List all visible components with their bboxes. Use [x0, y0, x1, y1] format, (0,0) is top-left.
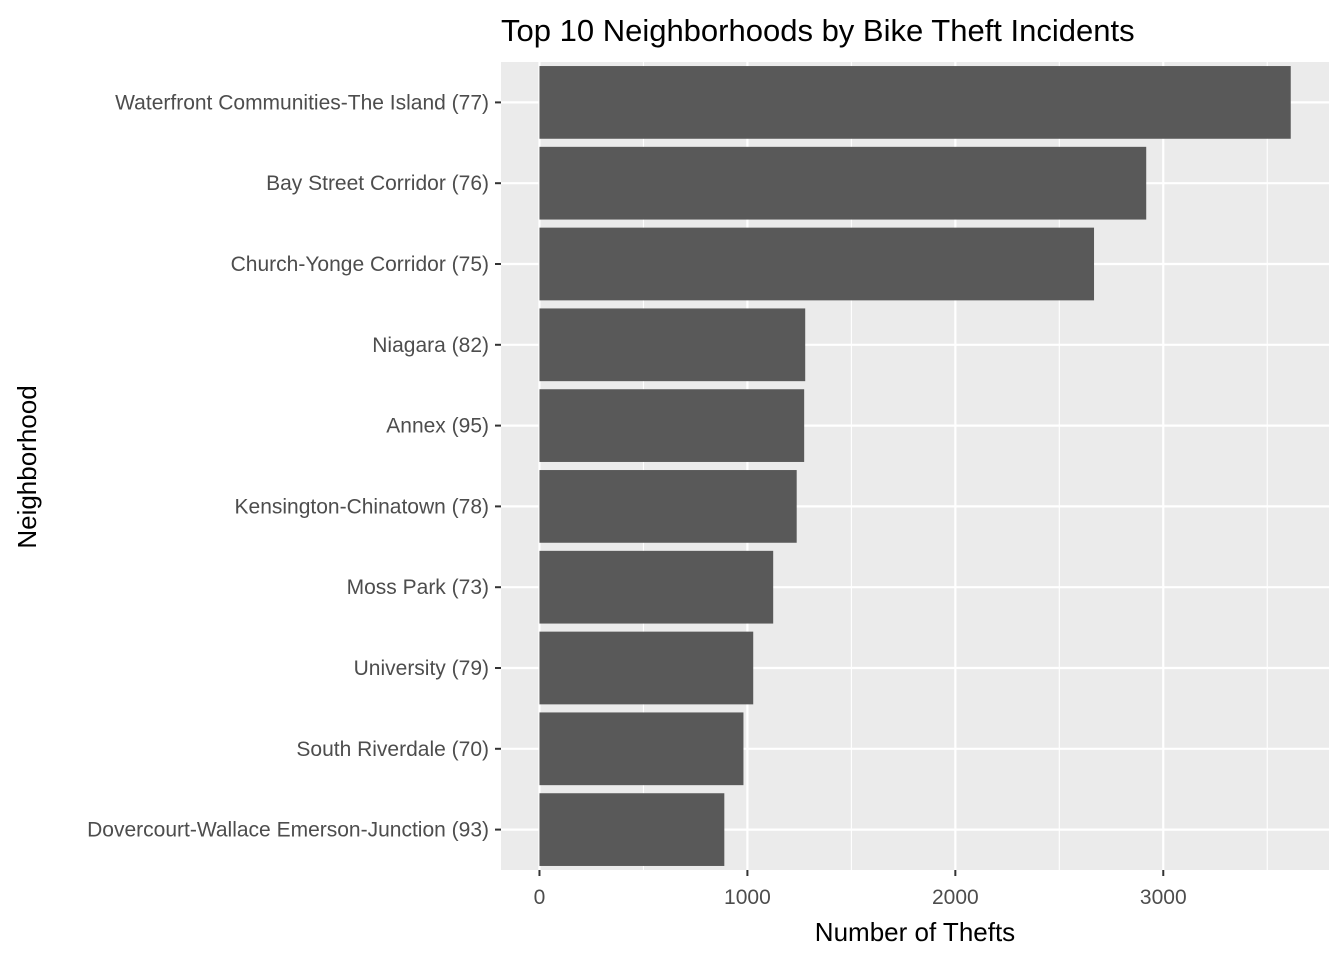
axes: Waterfront Communities-The Island (77) Ba… [87, 91, 1187, 909]
bar [539, 227, 1095, 301]
bar [539, 631, 754, 705]
y-axis-title: Neighborhood [12, 385, 42, 548]
x-tick-label: 2000 [932, 886, 979, 909]
y-tick-label: Niagara (82) [372, 334, 489, 357]
bar [539, 66, 1291, 139]
y-tick-label: South Riverdale (70) [296, 738, 489, 761]
bar [539, 146, 1147, 220]
x-tick-label: 1000 [724, 886, 771, 909]
y-tick-label: Waterfront Communities-The Island (77) [115, 91, 489, 114]
y-tick-label: University (79) [354, 657, 489, 680]
chart-title: Top 10 Neighborhoods by Bike Theft Incid… [501, 13, 1135, 48]
x-axis-title: Number of Thefts [815, 917, 1015, 947]
bar [539, 712, 744, 786]
bar [539, 308, 806, 382]
bars [539, 66, 1291, 866]
bar [539, 470, 797, 543]
bar [539, 793, 725, 866]
bar [539, 389, 805, 462]
y-tick-label: Kensington-Chinatown (78) [235, 495, 489, 518]
y-tick-label: Moss Park (73) [347, 576, 489, 599]
x-tick-label: 3000 [1140, 886, 1187, 909]
y-tick-label: Bay Street Corridor (76) [266, 172, 489, 195]
x-tick-label: 0 [534, 886, 546, 909]
y-tick-label: Annex (95) [386, 415, 489, 438]
bar [539, 550, 774, 624]
y-tick-label: Church-Yonge Corridor (75) [231, 253, 489, 276]
y-tick-label: Dovercourt-Wallace Emerson-Junction (93) [87, 819, 489, 842]
